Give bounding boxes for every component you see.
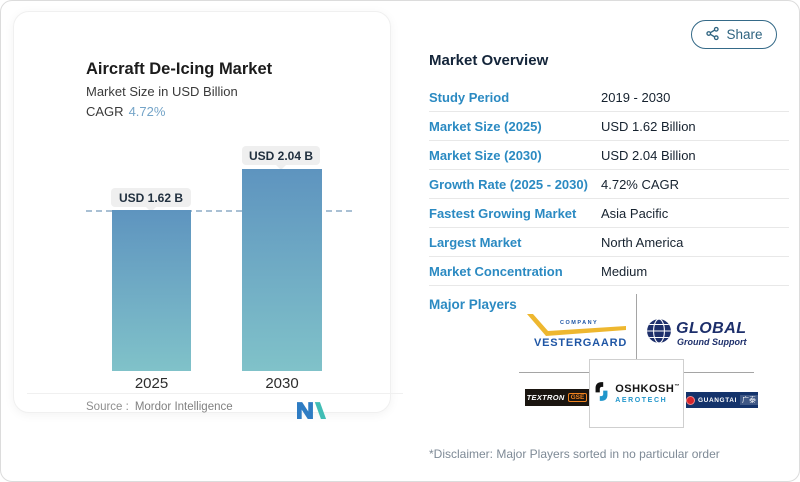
table-row: Fastest Growing Market Asia Pacific (429, 199, 789, 228)
bar-value-label-2030: USD 2.04 B (242, 146, 320, 165)
share-nodes-icon (705, 26, 720, 44)
overview-title: Market Overview (429, 52, 549, 69)
oshkosh-sub-text: AEROTECH (615, 396, 668, 404)
guangtai-emblem-icon (686, 395, 695, 405)
oshkosh-main-text: OSHKOSH (615, 382, 675, 395)
share-button[interactable]: Share (691, 20, 777, 49)
major-players-diagram: COMPANY VESTERGAARD GLOBAL Ground Suppor… (421, 286, 791, 438)
disclaimer-text: *Disclaimer: Major Players sorted in no … (429, 447, 720, 461)
row-value: USD 2.04 Billion (601, 147, 696, 163)
row-label: Market Size (2025) (429, 118, 542, 134)
textron-main-text: TEXTRON (526, 393, 565, 402)
global-sub-text: Ground Support (677, 336, 747, 347)
row-value: Medium (601, 263, 648, 279)
reference-dashed-line (86, 210, 352, 212)
row-label: Fastest Growing Market (429, 205, 577, 221)
global-ground-support-logo: GLOBAL Ground Support (646, 318, 747, 349)
x-axis-label-2030: 2030 (265, 375, 299, 392)
oshkosh-aerotech-logo-card: OSHKOSH™ AEROTECH (589, 359, 684, 428)
textron-gse-badge: GSE (567, 393, 588, 402)
bar-value-pointer-2025 (146, 207, 156, 212)
overview-table: Study Period 2019 - 2030 Market Size (20… (429, 83, 789, 286)
guangtai-main-text: GUANGTAI (698, 396, 737, 404)
source-attribution: Source : Mordor Intelligence (86, 401, 233, 413)
source-name: Mordor Intelligence (134, 401, 233, 413)
guangtai-cn-text: 广泰 (739, 395, 758, 405)
chart-card: Aircraft De-Icing Market Market Size in … (13, 11, 403, 419)
guangtai-logo: GUANGTAI 广泰 (686, 392, 758, 408)
chart-subtitle: Market Size in USD Billion (86, 84, 238, 99)
row-label: Market Concentration (429, 263, 563, 279)
bar-value-pointer-2030 (276, 165, 286, 170)
mordor-intelligence-logo-icon (297, 402, 327, 424)
x-axis-label-2025: 2025 (134, 375, 169, 392)
bar-2025 (112, 210, 191, 371)
row-label: Largest Market (429, 234, 522, 250)
cagr-line: CAGR 4.72% (86, 104, 165, 119)
oshkosh-tm: ™ (674, 382, 680, 389)
table-row: Growth Rate (2025 - 2030) 4.72% CAGR (429, 170, 789, 199)
source-label: Source : (86, 401, 129, 413)
globe-icon (646, 318, 672, 349)
cagr-label: CAGR (86, 104, 124, 119)
textron-gse-logo: TEXTRON GSE (525, 389, 589, 406)
table-row: Market Size (2030) USD 2.04 Billion (429, 141, 789, 170)
chart-title: Aircraft De-Icing Market (86, 60, 273, 78)
source-divider (27, 393, 403, 394)
row-label: Study Period (429, 89, 510, 105)
row-label: Growth Rate (2025 - 2030) (429, 176, 588, 192)
bar-2030 (242, 169, 322, 371)
connector-vertical-line (636, 294, 637, 372)
row-value: USD 1.62 Billion (601, 118, 696, 134)
row-value: 4.72% CAGR (601, 176, 680, 192)
table-row: Market Concentration Medium (429, 257, 789, 286)
row-label: Market Size (2030) (429, 147, 542, 163)
major-players-label: Major Players (429, 297, 517, 312)
table-row: Market Size (2025) USD 1.62 Billion (429, 112, 789, 141)
cagr-value: 4.72% (128, 104, 166, 119)
vestergaard-main-text: VESTERGAARD (534, 337, 627, 349)
vestergaard-logo: COMPANY VESTERGAARD (526, 311, 628, 356)
row-value: Asia Pacific (601, 205, 669, 221)
bar-value-label-2025: USD 1.62 B (111, 188, 191, 207)
oshkosh-o-icon (593, 381, 610, 407)
row-value: 2019 - 2030 (601, 89, 671, 105)
global-main-text: GLOBAL (676, 319, 747, 337)
share-button-label: Share (726, 27, 763, 42)
vestergaard-top-text: COMPANY (560, 320, 598, 326)
row-value: North America (601, 234, 684, 250)
table-row: Largest Market North America (429, 228, 789, 257)
table-row: Study Period 2019 - 2030 (429, 83, 789, 112)
